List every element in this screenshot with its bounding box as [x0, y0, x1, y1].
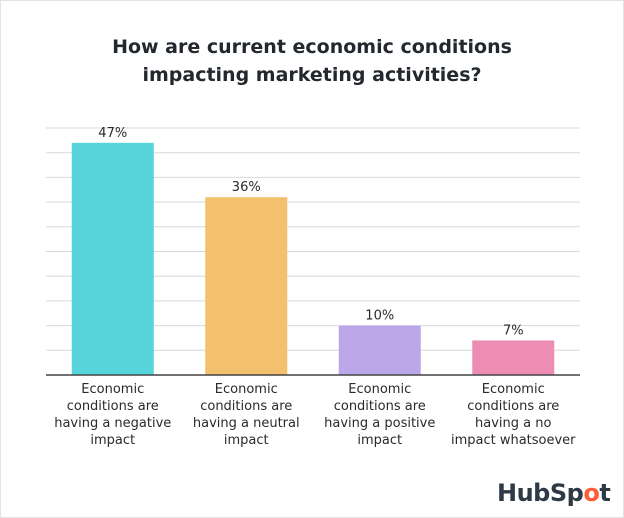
- bar: [205, 197, 288, 375]
- hubspot-logo-suffix: t: [599, 479, 611, 507]
- bar: [472, 340, 555, 375]
- category-label: Economic conditions are having a neutral im…: [193, 382, 300, 448]
- data-label: 47%: [98, 126, 127, 141]
- category-label-line: conditions are: [67, 399, 159, 414]
- hubspot-logo-prefix: HubSp: [497, 479, 584, 507]
- category-label-line: conditions are: [334, 399, 426, 414]
- category-label-line: having a positive: [324, 416, 435, 431]
- category-label: Economic conditions are having a negative i…: [54, 382, 171, 448]
- chart-title-line-2: impacting marketing activities?: [142, 64, 482, 86]
- bar: [71, 142, 154, 375]
- category-label-line: conditions are: [200, 399, 292, 414]
- data-label: 36%: [232, 180, 261, 195]
- chart-title: How are current economic conditions impa…: [0, 33, 624, 89]
- category-label-line: having a negative: [54, 416, 171, 431]
- category-label-line: having a no: [475, 416, 551, 431]
- category-label-line: Economic: [348, 382, 411, 397]
- category-label: Economic conditions are having a no impact …: [451, 382, 576, 448]
- hubspot-sprocket-icon: o: [583, 479, 600, 507]
- category-label-line: impact: [90, 433, 135, 448]
- category-label-line: impact: [357, 433, 402, 448]
- category-label-line: Economic: [215, 382, 278, 397]
- hubspot-logo: HubSpot: [497, 479, 611, 507]
- data-label: 10%: [365, 309, 394, 324]
- category-label-line: impact whatsoever: [451, 433, 576, 448]
- category-label-line: having a neutral: [193, 416, 300, 431]
- category-label-line: impact: [224, 433, 269, 448]
- chart-title-line-1: How are current economic conditions: [112, 36, 512, 58]
- data-label: 7%: [503, 323, 524, 338]
- category-label-line: Economic: [482, 382, 545, 397]
- bar: [338, 325, 421, 375]
- category-label-line: Economic: [81, 382, 144, 397]
- category-label-line: conditions are: [467, 399, 559, 414]
- category-label: Economic conditions are having a positive i…: [324, 382, 435, 448]
